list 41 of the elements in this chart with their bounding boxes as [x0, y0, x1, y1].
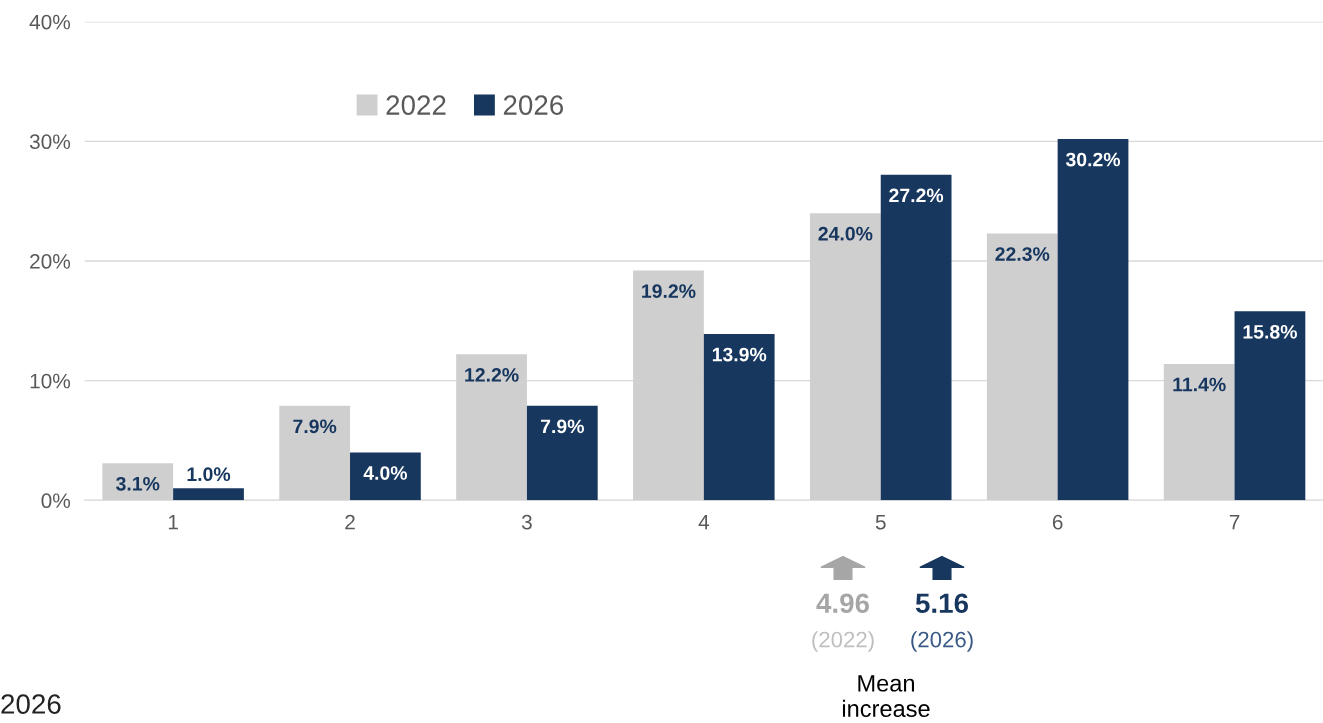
data-label: 15.8% — [1243, 324, 1297, 339]
data-label: 24.0% — [818, 226, 873, 241]
bar — [880, 174, 952, 501]
y-tick-label: 30% — [29, 134, 71, 150]
data-label: 30.2% — [1065, 152, 1121, 167]
text: (2022) — [812, 631, 874, 652]
data-label: 7.9% — [540, 419, 584, 434]
data-label: 19.2% — [642, 284, 696, 299]
y-tick-label: 0% — [41, 493, 71, 509]
data-label: 27.2% — [889, 188, 944, 203]
x-tick-label: 4 — [698, 514, 710, 530]
data-label: 1.0% — [187, 467, 231, 482]
bar — [350, 452, 421, 501]
data-label: 4.0% — [363, 466, 408, 480]
bar — [1057, 138, 1129, 501]
legend-label: 2026 — [503, 95, 564, 115]
text: Mean increase — [842, 675, 930, 718]
x-tick-label: 1 — [168, 514, 178, 530]
x-tick-label: 2 — [345, 514, 355, 530]
bar — [526, 405, 598, 501]
y-tick-label: 20% — [30, 254, 71, 269]
text: (2026) — [911, 631, 973, 652]
bar — [173, 488, 244, 501]
y-tick-label: 40% — [29, 14, 71, 30]
data-label: 7.9% — [293, 419, 337, 434]
x-tick-label: 7 — [1229, 514, 1240, 530]
x-tick-label: 3 — [521, 514, 532, 530]
bar — [703, 333, 775, 501]
text: 5.16 — [915, 593, 969, 614]
legend-label: 2022 — [386, 95, 446, 115]
x-tick-label: 5 — [875, 514, 886, 530]
text: 4.96 — [816, 593, 870, 614]
data-label: 22.3% — [995, 247, 1050, 261]
data-label: 11.4% — [1173, 377, 1226, 392]
data-label: 12.2% — [465, 368, 519, 382]
data-label: 3.1% — [116, 476, 160, 491]
x-tick-label: 6 — [1052, 514, 1063, 530]
bar — [1234, 311, 1306, 501]
data-label: 13.9% — [712, 347, 767, 362]
y-tick-label: 10% — [30, 373, 71, 389]
text: 2026 — [1, 694, 61, 714]
